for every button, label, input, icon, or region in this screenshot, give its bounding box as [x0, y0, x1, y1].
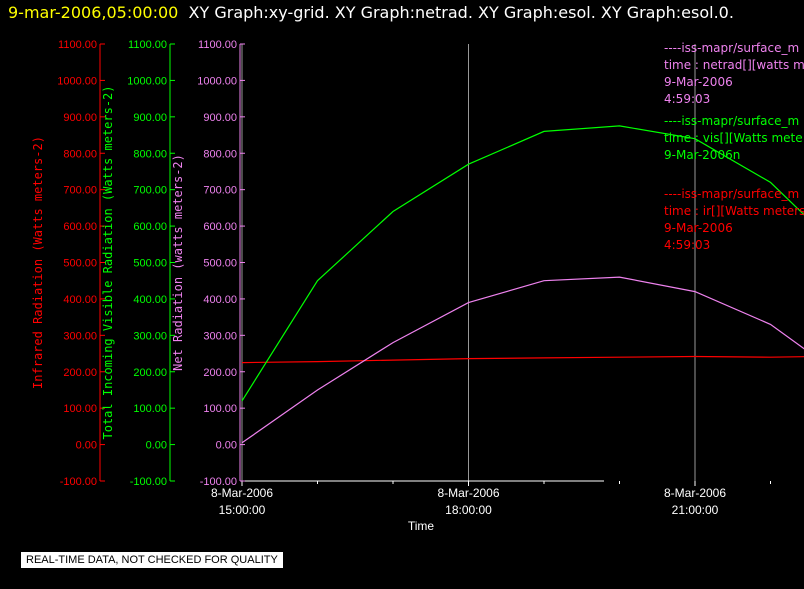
legend-line: 4:59:03: [664, 238, 711, 252]
legend-line: ----iss-mapr/surface_m: [664, 114, 800, 128]
y-tick-label: 900.00: [63, 112, 97, 124]
series-line-vis: [241, 125, 804, 402]
y-tick-label: 100.00: [203, 403, 237, 415]
header-timestamp: 9-mar-2006,05:00:00: [8, 3, 179, 22]
x-axis-label: Time: [408, 519, 435, 533]
y-axis-label: Net Radiation (watts meters-2): [171, 154, 185, 371]
header-bar: 9-mar-2006,05:00:00 XY Graph:xy-grid. XY…: [8, 3, 734, 22]
legend-line: 9-Mar-2006: [664, 75, 733, 89]
legend-entry-vis: ----iss-mapr/surface_m time : vis[][Watt…: [664, 113, 804, 164]
series-line-ir: [241, 355, 804, 364]
x-tick-labels: 8-Mar-2006 15:00:00 8-Mar-2006 18:00:00 8-Ma…: [211, 486, 726, 517]
y-tick-label: 500.00: [133, 258, 167, 270]
y-tick-label: 200.00: [133, 367, 167, 379]
y-tick-label: 700.00: [203, 185, 237, 197]
legend-line: 9-Mar-2006: [664, 221, 733, 235]
y-tick-label: 1000.00: [127, 75, 167, 87]
y-tick-label: 200.00: [203, 367, 237, 379]
y-tick-label: 600.00: [203, 221, 237, 233]
y-tick-label: 300.00: [133, 330, 167, 342]
y-tick-label: 800.00: [63, 148, 97, 160]
y-tick-label: 300.00: [203, 330, 237, 342]
y-tick-label: 700.00: [63, 185, 97, 197]
y-tick-label: 0.00: [146, 440, 167, 452]
y-tick-label: 1000.00: [57, 75, 97, 87]
y-tick-label: 100.00: [133, 403, 167, 415]
y-tick-label: 200.00: [63, 367, 97, 379]
y-tick-label: -100.00: [200, 476, 237, 488]
legend-line: 9-Mar-2006n: [664, 148, 741, 162]
y-axis-label: Infrared Radiation (Watts meters-2): [31, 136, 45, 389]
axes: -100.00 0.00 100.00 200.00 300.00 400.00 500.0…: [31, 39, 771, 488]
quality-disclaimer: REAL-TIME DATA, NOT CHECKED FOR QUALITY: [20, 551, 284, 569]
x-tick-time: 18:00:00: [445, 503, 492, 517]
y-tick-label: 1100.00: [198, 39, 237, 51]
legend-line: 4:59:03: [664, 92, 711, 106]
y-tick-label: 1000.00: [197, 75, 237, 87]
y-tick-label: 1100.00: [128, 39, 167, 51]
y-axis-label: Total Incoming Visible Radiation (Watts …: [101, 85, 115, 439]
y-tick-label: 500.00: [63, 258, 97, 270]
y-tick-label: 0.00: [76, 440, 97, 452]
legend-entry-ir: ----iss-mapr/surface_m time : ir[][Watts…: [664, 186, 804, 254]
x-tick-time: 21:00:00: [672, 503, 719, 517]
y-tick-label: 700.00: [133, 185, 167, 197]
legend-line: ----iss-mapr/surface_m: [664, 187, 800, 201]
y-tick-label: 400.00: [63, 294, 97, 306]
y-tick-label: 100.00: [63, 403, 97, 415]
header-graph-titles: XY Graph:xy-grid. XY Graph:netrad. XY Gr…: [188, 3, 734, 22]
legend-line: time : vis[][Watts mete: [664, 131, 803, 145]
grid-lines: [241, 44, 696, 481]
x-tick-date: 8-Mar-2006: [437, 486, 499, 500]
y-tick-label: 500.00: [203, 258, 237, 270]
x-tick-date: 8-Mar-2006: [211, 486, 273, 500]
y-tick-label: 800.00: [133, 148, 167, 160]
legend-line: ----iss-mapr/surface_m: [664, 41, 800, 55]
x-tick-time: 15:00:00: [219, 503, 266, 517]
y-tick-label: 800.00: [203, 148, 237, 160]
legend-line: time : netrad[][watts me: [664, 58, 804, 72]
series-line-net: [241, 276, 804, 444]
y-tick-label: 900.00: [133, 112, 167, 124]
y-tick-label: 600.00: [133, 221, 167, 233]
y-tick-label: 600.00: [63, 221, 97, 233]
x-tick-date: 8-Mar-2006: [664, 486, 726, 500]
y-tick-label: 400.00: [133, 294, 167, 306]
y-tick-label: 400.00: [203, 294, 237, 306]
y-tick-label: 1100.00: [58, 39, 97, 51]
legend-entry-net: ----iss-mapr/surface_m time : netrad[][w…: [664, 40, 804, 108]
y-tick-label: -100.00: [60, 476, 97, 488]
y-tick-label: 300.00: [63, 330, 97, 342]
series-lines: [241, 125, 804, 444]
legend-line: time : ir[][Watts meters: [664, 204, 804, 218]
y-tick-label: -100.00: [130, 476, 167, 488]
y-tick-label: 0.00: [216, 440, 237, 452]
y-tick-label: 900.00: [203, 112, 237, 124]
